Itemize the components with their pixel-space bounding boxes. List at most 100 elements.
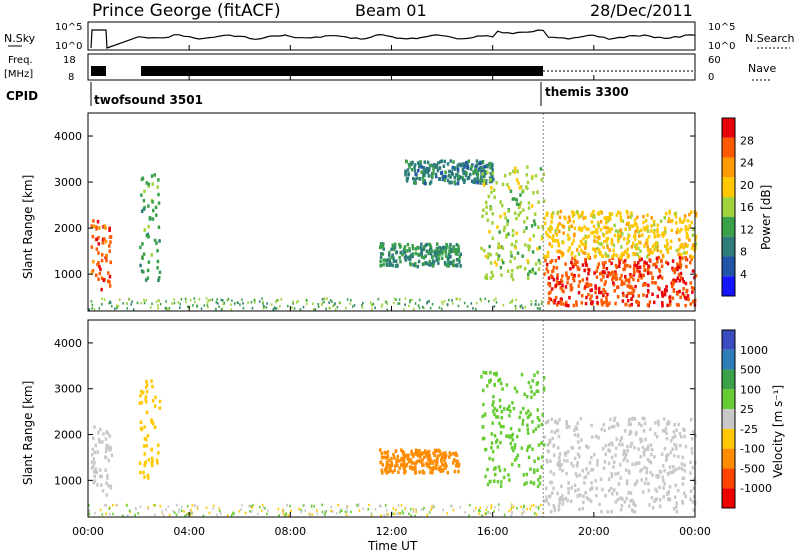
power-cell: [569, 267, 572, 271]
power-cell: [143, 228, 146, 232]
power-cell: [690, 257, 693, 261]
power-cell: [605, 225, 608, 230]
power-cell: [672, 278, 675, 282]
power-cell: [517, 181, 520, 185]
power-cell: [476, 179, 480, 183]
velocity-speckle: [309, 513, 311, 517]
velocity-cell: [529, 412, 532, 416]
power-cell: [676, 292, 679, 296]
power-cell: [431, 255, 434, 260]
power-cell: [628, 234, 631, 238]
velocity-speckle: [94, 512, 96, 515]
power-cell: [560, 278, 563, 282]
power-cell: [640, 276, 643, 280]
power-cell: [420, 255, 424, 259]
power-speckle: [329, 299, 332, 302]
power-cell: [385, 262, 389, 267]
velocity-colorbar-frame: [721, 329, 736, 509]
power-speckle: [157, 307, 159, 310]
power-cell: [564, 262, 567, 266]
power-cell: [673, 270, 677, 275]
power-cell: [525, 226, 528, 230]
power-cell: [605, 254, 608, 258]
velocity-cell: [647, 488, 651, 493]
velocity-speckle: [267, 509, 269, 513]
power-cell: [521, 254, 524, 258]
velocity-cell: [680, 467, 684, 471]
power-cell: [435, 163, 439, 167]
power-cell: [388, 257, 391, 261]
power-cell: [631, 291, 635, 296]
power-cell: [543, 272, 546, 276]
velocity-cell: [439, 465, 442, 470]
power-cell: [601, 254, 605, 258]
power-cell: [602, 265, 606, 270]
power-cell: [141, 242, 144, 246]
power-cell: [463, 180, 466, 184]
velocity-speckle: [108, 512, 111, 516]
power-speckle: [164, 306, 167, 310]
power-cell: [556, 210, 560, 215]
velocity-cell: [399, 458, 403, 462]
velocity-cell: [623, 500, 626, 504]
power-speckle: [157, 299, 160, 302]
power-cell: [424, 261, 427, 265]
velocity-cell: [508, 478, 511, 482]
power-cell: [646, 224, 649, 229]
power-cell: [575, 248, 579, 252]
velocity-speckle: [540, 503, 542, 507]
velocity-cell: [436, 454, 440, 458]
velocity-cell: [590, 468, 593, 472]
velocity-cell: [549, 469, 553, 474]
power-cell: [527, 206, 531, 210]
velocity-cell: [147, 476, 150, 480]
power-cell: [515, 216, 518, 221]
power-speckle: [417, 304, 420, 307]
power-cell: [453, 248, 456, 252]
power-cell: [619, 215, 623, 220]
power-cell: [470, 164, 473, 169]
power-cell: [602, 300, 606, 305]
velocity-speckle: [238, 510, 241, 513]
velocity-speckle: [487, 511, 490, 514]
velocity-cell: [673, 453, 676, 458]
velocity-cell: [90, 460, 94, 464]
power-cell: [556, 273, 559, 277]
velocity-cell: [565, 425, 569, 429]
power-cell: [409, 261, 412, 266]
power-cell: [422, 262, 425, 266]
velocity-speckle: [485, 512, 487, 515]
power-speckle: [514, 304, 517, 308]
power-cell: [626, 284, 629, 288]
power-speckle: [362, 301, 364, 305]
velocity-speckle: [137, 512, 139, 515]
velocity-cell: [525, 472, 529, 477]
power-cell: [669, 246, 673, 250]
power-cell: [461, 168, 465, 172]
power-cell: [582, 237, 585, 241]
power-speckle: [206, 301, 209, 304]
velocity-speckle: [399, 512, 402, 515]
power-speckle: [116, 306, 118, 310]
velocity-speckle: [339, 510, 341, 514]
power-cell: [666, 247, 670, 252]
velocity-cell: [154, 395, 157, 400]
velocity-cell: [396, 463, 399, 468]
power-speckle: [334, 308, 337, 311]
power-cell: [572, 265, 575, 269]
velocity-cell: [683, 469, 687, 473]
power-cell: [684, 224, 688, 229]
velocity-cell: [409, 466, 412, 470]
velocity-cell: [100, 474, 103, 479]
power-cell: [562, 289, 565, 294]
velocity-cell: [622, 452, 625, 457]
power-cell: [411, 252, 415, 256]
power-cell: [507, 232, 510, 236]
power-cell: [411, 160, 414, 165]
power-cell: [108, 275, 112, 279]
power-cell: [515, 239, 518, 244]
velocity-cell: [668, 498, 671, 502]
power-speckle: [520, 304, 523, 307]
power-speckle: [535, 299, 537, 303]
power-cell: [578, 280, 581, 284]
